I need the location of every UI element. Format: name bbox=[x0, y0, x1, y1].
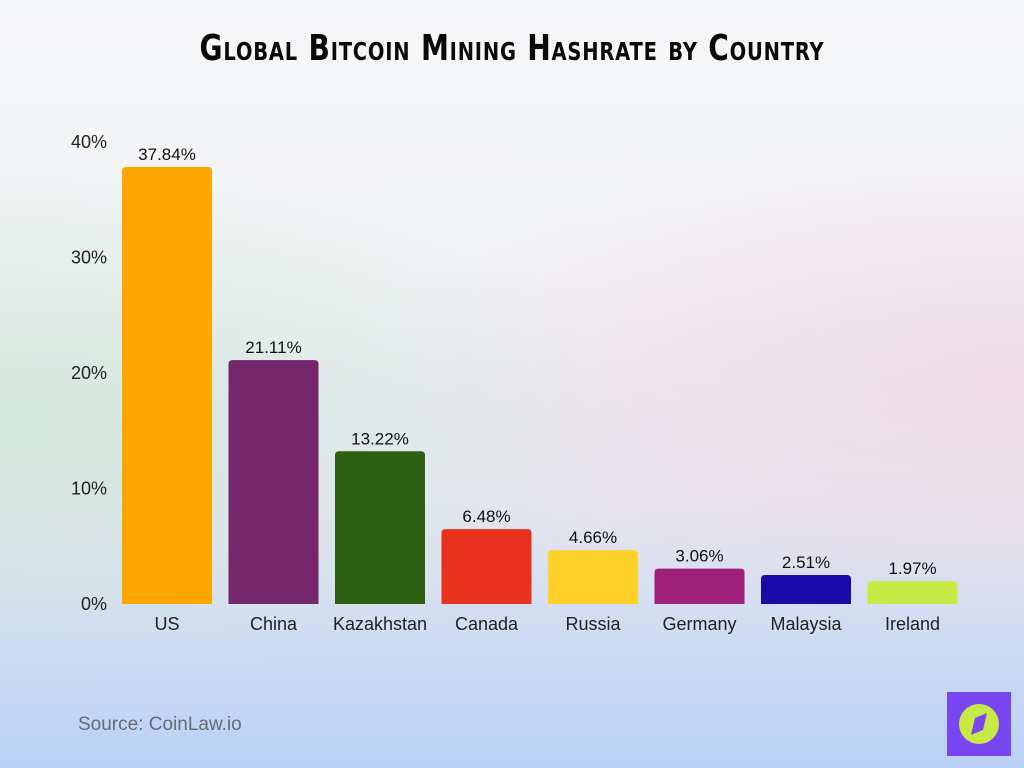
data-label: 13.22% bbox=[351, 429, 409, 448]
bar-us bbox=[122, 166, 212, 604]
bar-germany bbox=[654, 568, 745, 604]
y-tick-label: 10% bbox=[71, 479, 107, 499]
bar-ireland bbox=[867, 581, 958, 604]
x-tick-label: Malaysia bbox=[770, 614, 842, 634]
y-tick-label: 20% bbox=[71, 363, 107, 383]
bar-russia bbox=[548, 550, 638, 604]
chart-title: Global Bitcoin Mining Hashrate by Countr… bbox=[199, 28, 825, 69]
compass-icon bbox=[959, 704, 999, 744]
data-label: 2.51% bbox=[782, 553, 830, 572]
data-label: 37.84% bbox=[138, 145, 196, 164]
x-tick-label: Ireland bbox=[885, 614, 940, 634]
bar-china bbox=[228, 360, 319, 604]
data-label: 3.06% bbox=[675, 547, 723, 566]
data-label: 6.48% bbox=[462, 507, 510, 526]
x-tick-label: Russia bbox=[565, 614, 621, 634]
bar-canada bbox=[441, 529, 532, 604]
data-label: 21.11% bbox=[245, 338, 301, 357]
bar-malaysia bbox=[761, 575, 851, 604]
x-tick-label: Canada bbox=[455, 614, 519, 634]
data-label: 4.66% bbox=[569, 528, 617, 547]
bar-chart: 0% 10% 20% 30% 40% 37.84% US 21.11% China 13.22% K… bbox=[71, 132, 958, 634]
x-tick-label: China bbox=[250, 614, 298, 634]
data-label: 1.97% bbox=[888, 559, 936, 578]
x-tick-label: US bbox=[154, 614, 179, 634]
x-tick-label: Kazakhstan bbox=[333, 614, 427, 634]
source-note: Source: CoinLaw.io bbox=[78, 714, 242, 735]
x-tick-label: Germany bbox=[662, 614, 736, 634]
brand-logo bbox=[947, 692, 1011, 756]
y-tick-label: 0% bbox=[81, 594, 107, 614]
y-tick-label: 30% bbox=[71, 248, 107, 268]
bar-kazakhstan bbox=[335, 451, 425, 604]
y-tick-label: 40% bbox=[71, 132, 107, 152]
